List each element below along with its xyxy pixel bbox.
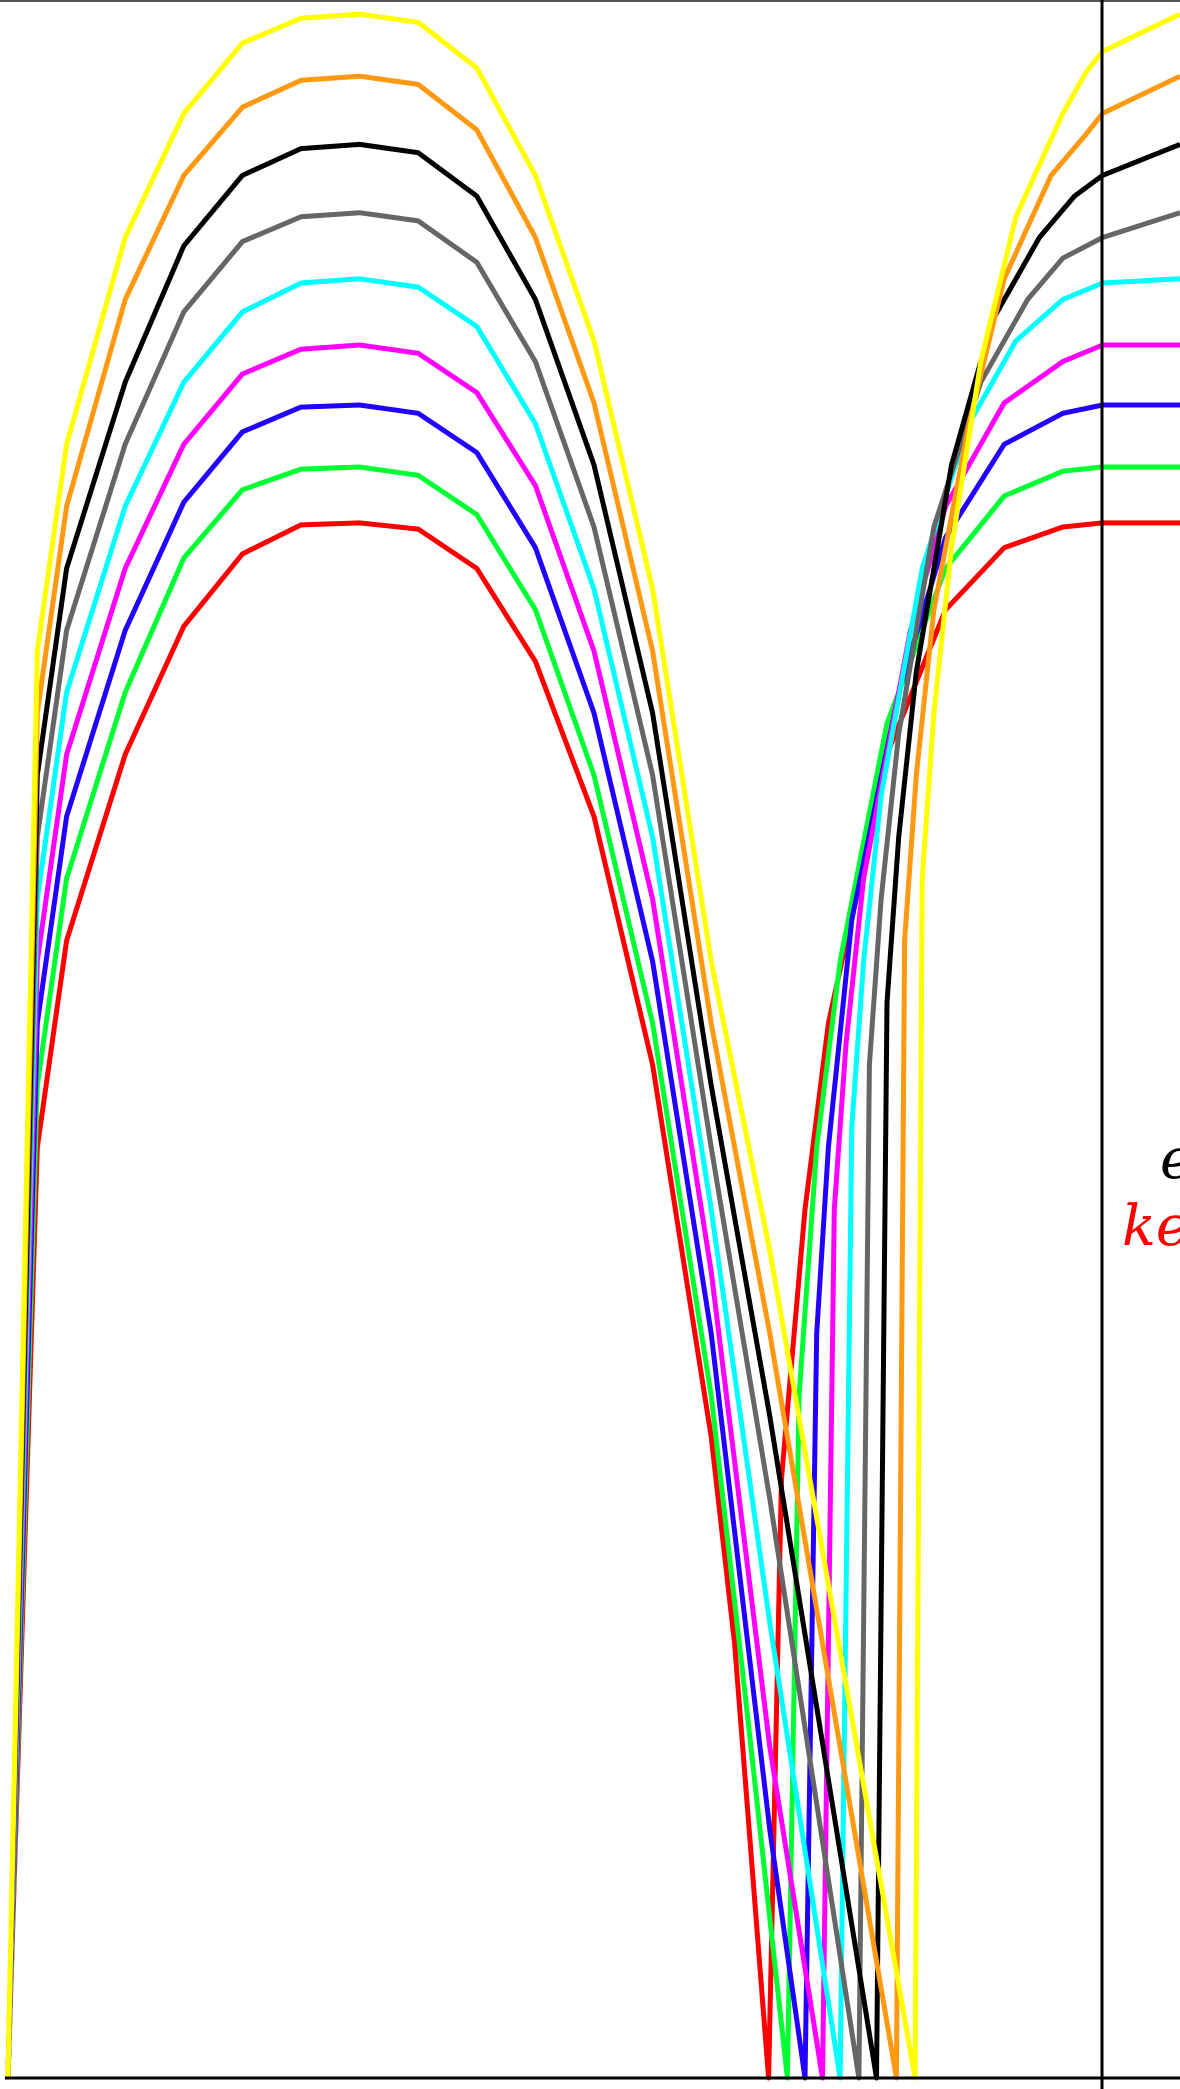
series-line-4 [5,342,1180,2081]
series-line-9 [5,11,1180,2081]
annotation-e: e [1160,1127,1180,1192]
series-line-7 [5,141,1180,2081]
series-line-2 [5,464,1180,2081]
series-line-6 [5,210,1180,2081]
annotation-kei: kei [1122,1194,1180,1259]
series-line-8 [5,73,1180,2081]
series-line-1 [5,520,1180,2081]
series-layer [5,11,1180,2081]
